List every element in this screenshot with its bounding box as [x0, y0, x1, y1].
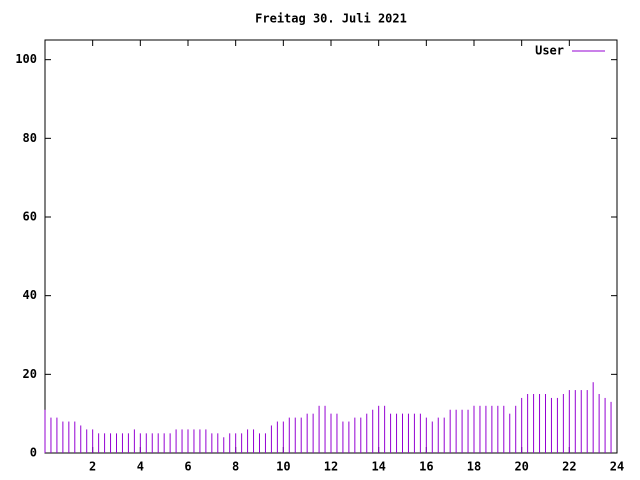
x-tick-label: 6 [184, 460, 191, 474]
y-tick-label: 20 [23, 367, 37, 381]
y-tick-label: 40 [23, 288, 37, 302]
x-tick-label: 22 [562, 460, 576, 474]
x-tick-label: 16 [419, 460, 433, 474]
x-tick-label: 8 [232, 460, 239, 474]
legend-label: User [535, 44, 564, 58]
y-tick-label: 80 [23, 131, 37, 145]
x-tick-label: 12 [324, 460, 338, 474]
y-tick-label: 100 [15, 52, 37, 66]
x-tick-label: 24 [610, 460, 624, 474]
y-tick-label: 0 [30, 446, 37, 460]
x-tick-label: 4 [137, 460, 144, 474]
plot-frame [44, 39, 618, 454]
x-tick-label: 14 [371, 460, 385, 474]
x-tick-label: 10 [276, 460, 290, 474]
x-tick-label: 18 [467, 460, 481, 474]
x-tick-label: 2 [89, 460, 96, 474]
y-tick-label: 60 [23, 210, 37, 224]
x-tick-label: 20 [514, 460, 528, 474]
chart-title: Freitag 30. Juli 2021 [255, 12, 407, 26]
